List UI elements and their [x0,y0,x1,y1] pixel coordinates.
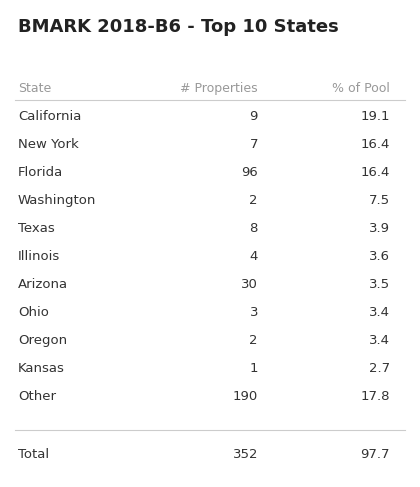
Text: Illinois: Illinois [18,250,60,263]
Text: # Properties: # Properties [180,82,258,95]
Text: 3.5: 3.5 [369,278,390,291]
Text: 3.4: 3.4 [369,306,390,319]
Text: 1: 1 [249,362,258,375]
Text: Florida: Florida [18,166,63,179]
Text: Arizona: Arizona [18,278,68,291]
Text: New York: New York [18,138,79,151]
Text: Total: Total [18,448,49,461]
Text: 96: 96 [241,166,258,179]
Text: 7.5: 7.5 [369,194,390,207]
Text: 19.1: 19.1 [360,110,390,123]
Text: 8: 8 [249,222,258,235]
Text: 3.4: 3.4 [369,334,390,347]
Text: 30: 30 [241,278,258,291]
Text: Ohio: Ohio [18,306,49,319]
Text: 190: 190 [233,390,258,403]
Text: 17.8: 17.8 [360,390,390,403]
Text: California: California [18,110,81,123]
Text: 352: 352 [233,448,258,461]
Text: 2: 2 [249,194,258,207]
Text: % of Pool: % of Pool [332,82,390,95]
Text: 2.7: 2.7 [369,362,390,375]
Text: 3.6: 3.6 [369,250,390,263]
Text: 16.4: 16.4 [361,166,390,179]
Text: Oregon: Oregon [18,334,67,347]
Text: State: State [18,82,51,95]
Text: 9: 9 [249,110,258,123]
Text: Washington: Washington [18,194,96,207]
Text: Texas: Texas [18,222,55,235]
Text: 7: 7 [249,138,258,151]
Text: Kansas: Kansas [18,362,65,375]
Text: 16.4: 16.4 [361,138,390,151]
Text: 3.9: 3.9 [369,222,390,235]
Text: BMARK 2018-B6 - Top 10 States: BMARK 2018-B6 - Top 10 States [18,18,339,36]
Text: 2: 2 [249,334,258,347]
Text: 4: 4 [249,250,258,263]
Text: 3: 3 [249,306,258,319]
Text: 97.7: 97.7 [360,448,390,461]
Text: Other: Other [18,390,56,403]
